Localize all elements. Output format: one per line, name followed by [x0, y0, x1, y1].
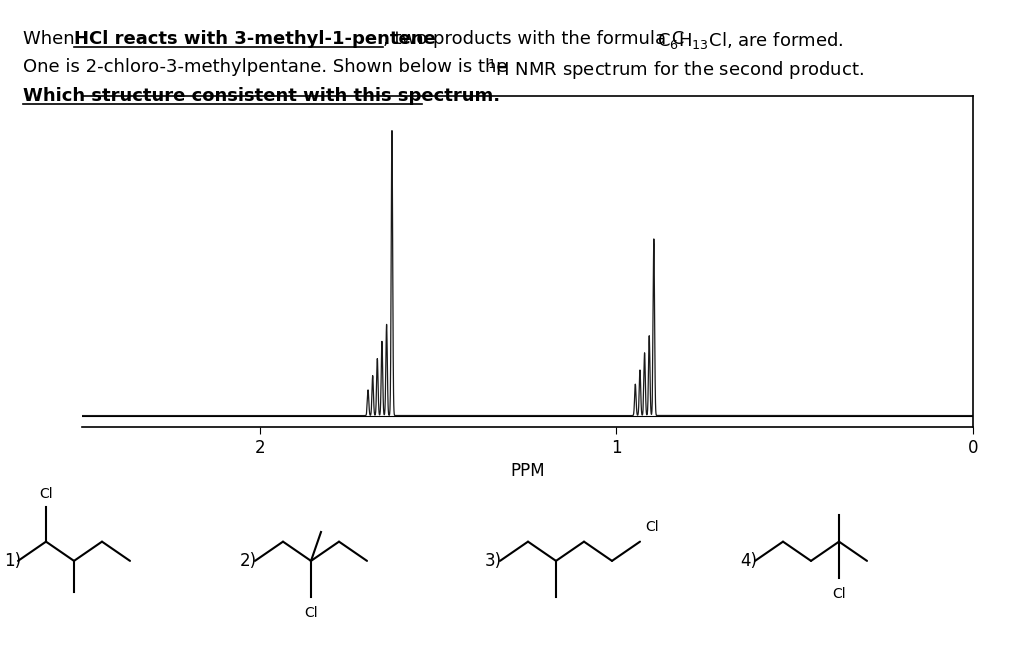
Text: 1): 1): [4, 552, 22, 570]
Text: Cl: Cl: [39, 487, 53, 501]
Text: $\mathregular{C_6H_{13}Cl}$, are formed.: $\mathregular{C_6H_{13}Cl}$, are formed.: [657, 30, 844, 51]
Text: HCl reacts with 3-methyl-1-pentene: HCl reacts with 3-methyl-1-pentene: [74, 30, 435, 48]
Text: When: When: [23, 30, 80, 48]
Text: Cl: Cl: [645, 520, 658, 534]
Text: Which structure consistent with this spectrum.: Which structure consistent with this spe…: [23, 87, 500, 105]
Text: 4): 4): [740, 552, 757, 570]
Text: $^{1}$H NMR spectrum for the second product.: $^{1}$H NMR spectrum for the second prod…: [487, 58, 864, 82]
Text: One is 2-chloro-3-methylpentane. Shown below is the: One is 2-chloro-3-methylpentane. Shown b…: [23, 58, 513, 76]
Text: 3): 3): [485, 552, 502, 570]
Text: 2): 2): [240, 552, 257, 570]
Text: Cl: Cl: [833, 587, 846, 601]
Text: Cl: Cl: [304, 606, 317, 620]
X-axis label: PPM: PPM: [510, 462, 545, 481]
Text: , two products with the formula C: , two products with the formula C: [383, 30, 684, 48]
